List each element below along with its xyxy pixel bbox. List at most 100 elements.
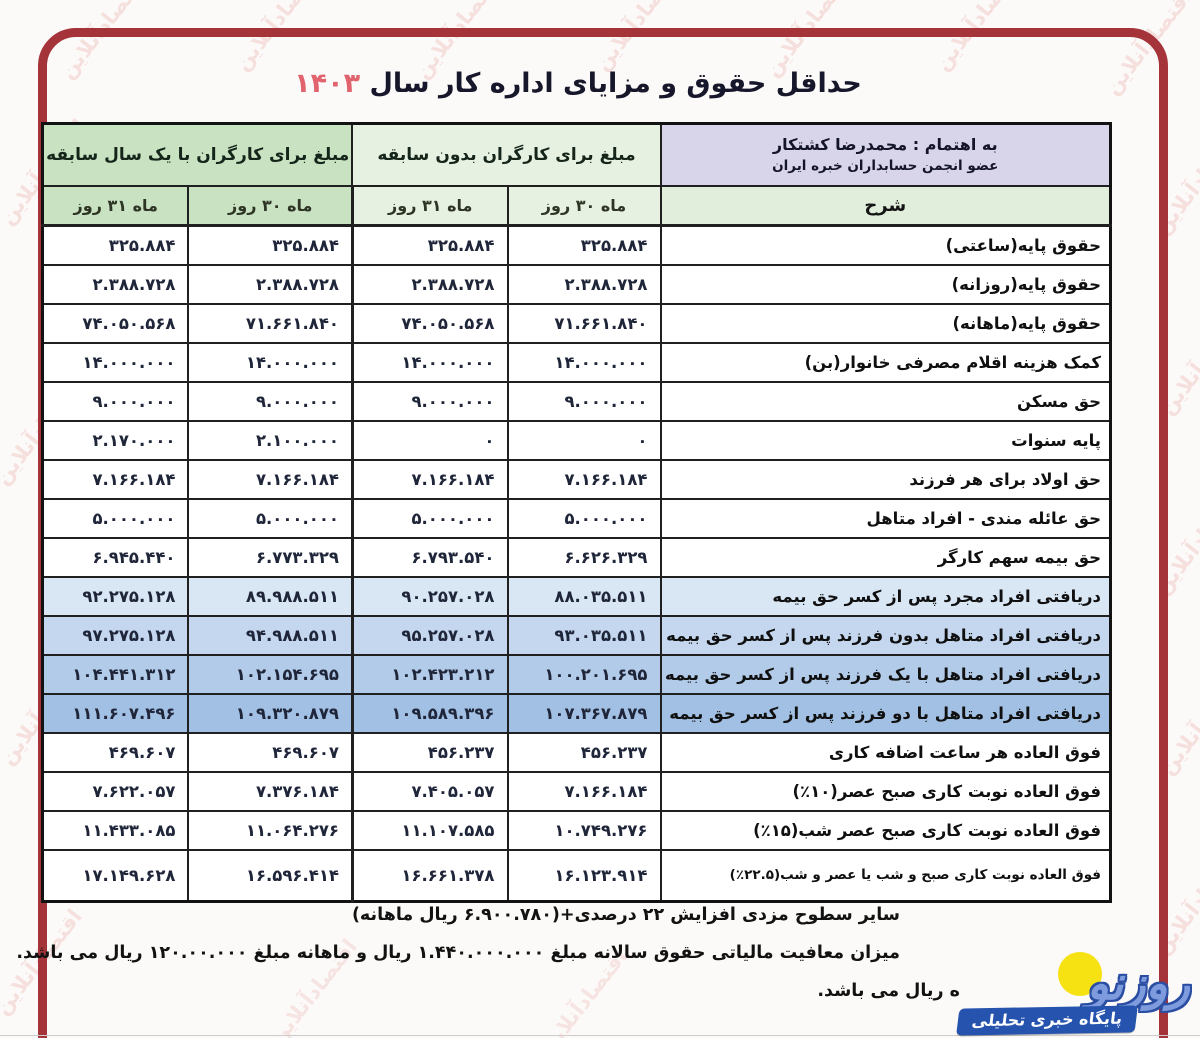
table-header-group-row: به اهتمام : محمدرضا کشتکار عضو انجمن حسا…	[41, 122, 1112, 187]
group-header-no-experience: مبلغ برای کارگران بدون سابقه	[351, 122, 662, 187]
cell-value: ۴۶۹.۶۰۷	[41, 731, 190, 773]
cell-value: ۷.۱۶۶.۱۸۴	[506, 770, 662, 812]
cell-value: ۲.۳۸۸.۷۲۸	[506, 263, 662, 305]
cell-value: ۱۰۲.۱۵۴.۶۹۵	[187, 653, 354, 695]
row-label: حقوق پایه(ساعتی)	[659, 224, 1112, 266]
row-label: دریافتی افراد متاهل با یک فرزند پس از کس…	[659, 653, 1112, 695]
row-label: پایه سنوات	[659, 419, 1112, 461]
cell-value: ۶.۹۴۵.۴۴۰	[41, 536, 190, 578]
cell-value: ۵.۰۰۰.۰۰۰	[41, 497, 190, 539]
table-row: دریافتی افراد مجرد پس از کسر حق بیمه ۸۸.۰…	[41, 575, 1112, 617]
prepared-by-role: عضو انجمن حسابداران خبره ایران	[772, 158, 999, 175]
subheader-month-31-days: ماه ۳۱ روز	[41, 184, 190, 227]
row-label: فوق العاده هر ساعت اضافه کاری	[659, 731, 1112, 773]
cell-value: ۸۸.۰۳۵.۵۱۱	[506, 575, 662, 617]
cell-value: ۹۰.۲۵۷.۰۲۸	[350, 575, 509, 617]
image-bottom-edge	[0, 1035, 1200, 1036]
cell-value: ۹.۰۰۰.۰۰۰	[41, 380, 190, 422]
cell-value: ۵.۰۰۰.۰۰۰	[506, 497, 662, 539]
cell-value: ۱۰۴.۴۴۱.۳۱۲	[41, 653, 190, 695]
cell-value: ۳۲۵.۸۸۴	[350, 224, 509, 266]
table-row: حق عائله مندی - افراد متاهل ۵.۰۰۰.۰۰۰ ۵.۰۰…	[41, 497, 1112, 539]
cell-value: ۳۲۵.۸۸۴	[41, 224, 190, 266]
subheader-month-31-days: ماه ۳۱ روز	[350, 184, 509, 227]
cell-value: ۴۵۶.۲۳۷	[506, 731, 662, 773]
table-row: حقوق پایه(ماهانه) ۷۱.۶۶۱.۸۴۰ ۷۴.۰۵۰.۵۶۸ ۷۱.…	[41, 302, 1112, 344]
logo-wordmark: روزنو	[1086, 956, 1193, 1010]
cell-value: ۱۶.۵۹۶.۴۱۴	[187, 848, 354, 903]
cell-value: ۹.۰۰۰.۰۰۰	[350, 380, 509, 422]
cell-value: ۹۷.۲۷۵.۱۲۸	[41, 614, 190, 656]
cell-value: ۷.۶۲۲.۰۵۷	[41, 770, 190, 812]
note-wage-increase: سایر سطوح مزدی افزایش ۲۲ درصدی+(۶.۹۰۰.۷۸…	[351, 905, 900, 925]
cell-value: ۷.۴۰۵.۰۵۷	[350, 770, 509, 812]
row-label: حقوق پایه(روزانه)	[659, 263, 1112, 305]
row-label: دریافتی افراد مجرد پس از کسر حق بیمه	[659, 575, 1112, 617]
cell-value: ۹۵.۲۵۷.۰۲۸	[350, 614, 509, 656]
cell-value: ۱۴.۰۰۰.۰۰۰	[506, 341, 662, 383]
table-row: کمک هزینه اقلام مصرفی خانوار(بن) ۱۴.۰۰۰.۰…	[41, 341, 1112, 383]
row-label: حق اولاد برای هر فرزند	[659, 458, 1112, 500]
cell-value: ۳۲۵.۸۸۴	[187, 224, 354, 266]
cell-value: ۶.۷۷۳.۳۲۹	[187, 536, 354, 578]
note-tax-exemption: میزان معافیت مالیاتی حقوق سالانه مبلغ ۱.…	[16, 943, 900, 963]
table-row: دریافتی افراد متاهل با دو فرزند پس از کس…	[41, 692, 1112, 734]
cell-value: ۰	[506, 419, 662, 461]
cell-value: ۹۴.۹۸۸.۵۱۱	[187, 614, 354, 656]
cell-value: ۳۲۵.۸۸۴	[506, 224, 662, 266]
table-row: فوق العاده نوبت کاری صبح عصر(۱۰٪) ۷.۱۶۶.۱…	[41, 770, 1112, 812]
cell-value: ۷.۱۶۶.۱۸۴	[506, 458, 662, 500]
footer-notes: سایر سطوح مزدی افزایش ۲۲ درصدی+(۶.۹۰۰.۷۸…	[16, 896, 1112, 1010]
table-row: فوق العاده نوبت کاری صبح عصر شب(۱۵٪) ۱۰.۷…	[41, 809, 1112, 851]
cell-value: ۱۶.۶۶۱.۳۷۸	[350, 848, 509, 903]
cell-value: ۸۹.۹۸۸.۵۱۱	[187, 575, 354, 617]
page-title: حداقل حقوق و مزایای اداره کار سال ۱۴۰۳	[44, 68, 1112, 99]
subheader-month-30-days: ماه ۳۰ روز	[506, 184, 662, 227]
row-label: حق مسکن	[659, 380, 1112, 422]
row-label: فوق العاده نوبت کاری صبح عصر(۱۰٪)	[659, 770, 1112, 812]
subheader-month-30-days: ماه ۳۰ روز	[187, 184, 354, 227]
cell-value: ۲.۱۰۰.۰۰۰	[187, 419, 354, 461]
cell-value: ۷۴.۰۵۰.۵۶۸	[41, 302, 190, 344]
cell-value: ۱۰۹.۵۸۹.۳۹۶	[350, 692, 509, 734]
table-row: حقوق پایه(روزانه) ۲.۳۸۸.۷۲۸ ۲.۳۸۸.۷۲۸ ۲.۳۸۸…	[41, 263, 1112, 305]
title-year: ۱۴۰۳	[294, 68, 361, 99]
cell-value: ۹.۰۰۰.۰۰۰	[506, 380, 662, 422]
cell-value: ۷۱.۶۶۱.۸۴۰	[187, 302, 354, 344]
group-header-one-year-experience: مبلغ برای کارگران با یک سال سابقه	[41, 122, 354, 187]
cell-value: ۲.۱۷۰.۰۰۰	[41, 419, 190, 461]
table-row: دریافتی افراد متاهل با یک فرزند پس از کس…	[41, 653, 1112, 695]
table-row: حقوق پایه(ساعتی) ۳۲۵.۸۸۴ ۳۲۵.۸۸۴ ۳۲۵.۸۸۴ ۳۲۵…	[41, 224, 1112, 266]
cell-value: ۱۱.۴۳۳.۰۸۵	[41, 809, 190, 851]
cell-value: ۶.۷۹۳.۵۴۰	[350, 536, 509, 578]
description-column-header: شرح	[659, 184, 1112, 227]
row-label: کمک هزینه اقلام مصرفی خانوار(بن)	[659, 341, 1112, 383]
cell-value: ۹۳.۰۳۵.۵۱۱	[506, 614, 662, 656]
logo-tagline: پایگاه خبری تحلیلی	[956, 1005, 1138, 1036]
table-row: حق بیمه سهم کارگر ۶.۶۲۶.۳۲۹ ۶.۷۹۳.۵۴۰ ۶.۷۷۳…	[41, 536, 1112, 578]
cell-value: ۵.۰۰۰.۰۰۰	[187, 497, 354, 539]
logo-yellow-circle-icon	[1058, 952, 1102, 996]
cell-value: ۱۶.۱۲۳.۹۱۴	[506, 848, 662, 903]
row-label: حقوق پایه(ماهانه)	[659, 302, 1112, 344]
row-label: حق بیمه سهم کارگر	[659, 536, 1112, 578]
cell-value: ۲.۳۸۸.۷۲۸	[41, 263, 190, 305]
table-row: فوق العاده هر ساعت اضافه کاری ۴۵۶.۲۳۷ ۴۵۶.…	[41, 731, 1112, 773]
prepared-by-name: به اهتمام : محمدرضا کشتکار	[772, 135, 998, 155]
row-label: دریافتی افراد متاهل با دو فرزند پس از کس…	[659, 692, 1112, 734]
row-label: دریافتی افراد متاهل بدون فرزند پس از کسر…	[659, 614, 1112, 656]
cell-value: ۱۰۷.۳۶۷.۸۷۹	[506, 692, 662, 734]
prepared-by-cell: به اهتمام : محمدرضا کشتکار عضو انجمن حسا…	[659, 122, 1112, 187]
table-row: دریافتی افراد متاهل بدون فرزند پس از کسر…	[41, 614, 1112, 656]
cell-value: ۱۴.۰۰۰.۰۰۰	[350, 341, 509, 383]
cell-value: ۱۰۰.۲۰۱.۶۹۵	[506, 653, 662, 695]
cell-value: ۱۰.۷۴۹.۲۷۶	[506, 809, 662, 851]
cell-value: ۷.۳۷۶.۱۸۴	[187, 770, 354, 812]
wage-table: به اهتمام : محمدرضا کشتکار عضو انجمن حسا…	[40, 122, 1112, 903]
cell-value: ۱۰۲.۴۲۳.۲۱۲	[350, 653, 509, 695]
cell-value: ۲.۳۸۸.۷۲۸	[187, 263, 354, 305]
table-row: حق مسکن ۹.۰۰۰.۰۰۰ ۹.۰۰۰.۰۰۰ ۹.۰۰۰.۰۰۰ ۹.۰۰۰.…	[41, 380, 1112, 422]
cell-value: ۹.۰۰۰.۰۰۰	[187, 380, 354, 422]
